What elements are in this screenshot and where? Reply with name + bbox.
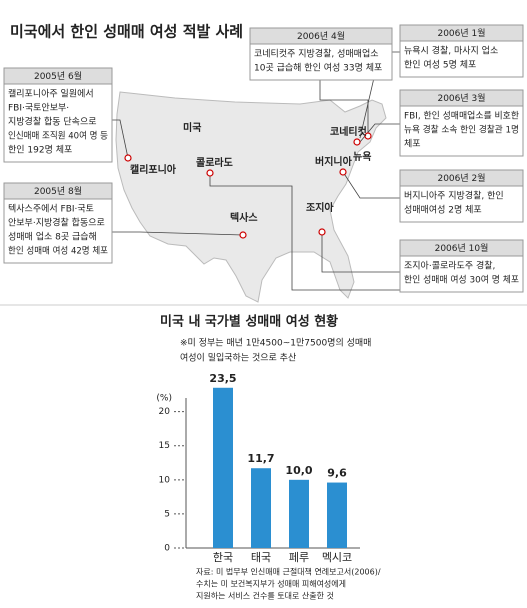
chart-title: 미국 내 국가별 성매매 여성 현황 [160, 314, 338, 330]
map-label: 콜로라도 [196, 156, 233, 169]
callout-text: 인신매매 조직원 40여 명 등 [8, 130, 108, 142]
callout-text: 성매매 업소 8곳 급습해 [8, 232, 97, 243]
callout-header [3, 182, 113, 200]
us-map [115, 91, 387, 303]
chart-note: ※미 정부는 매년 1만4500~1만7500명의 성매매 [180, 338, 371, 349]
value-label: 23,5 [209, 372, 236, 385]
callout-header [249, 27, 393, 45]
callout-text: 한인 여성 5명 체포 [404, 59, 476, 71]
callout-date: 2005년 6월 [34, 70, 82, 82]
chart-note: 여성이 밀입국하는 것으로 추산 [180, 352, 296, 364]
y-tick-label: 20 [159, 407, 171, 417]
y-tick-label: 0 [164, 544, 170, 554]
callout-text: 버지니아주 지방경찰, 한인 [404, 190, 504, 202]
value-label: 9,6 [327, 467, 347, 480]
callout-date: 2006년 1월 [437, 27, 485, 39]
callout-text: 체포 [404, 139, 421, 150]
map-label: 코네티컷 [330, 125, 367, 138]
value-label: 11,7 [247, 452, 274, 465]
x-tick-label: 페루 [289, 551, 309, 564]
source-note: 지원하는 서비스 건수를 토대로 산출한 것 [196, 591, 334, 601]
callout-text: 코네티컷주 지방경찰, 성매매업소 [254, 48, 379, 60]
source-note: 수치는 미 보건복지부가 성매매 피해여성에게 [196, 579, 346, 589]
map-label: 조지아 [306, 201, 334, 214]
callout-text: 지방경찰 합동 단속으로 [8, 116, 97, 128]
map-label: 캘리포니아 [130, 163, 177, 176]
callout-header [3, 67, 113, 85]
map-label: 버지니아 [315, 155, 353, 168]
map-label: 텍사스 [230, 211, 258, 224]
callout-text: 뉴욕 경찰 소속 한인 경찰관 1명 [404, 124, 519, 136]
x-tick-label: 한국 [213, 551, 233, 564]
callout-text: FBI·국토안보부· [8, 103, 69, 114]
callout-date: 2005년 8월 [34, 185, 82, 197]
callout-text: 한인 성매매 여성 30여 명 체포 [404, 274, 519, 286]
callout-text: 뉴욕시 경찰, 마사지 업소 [404, 45, 498, 57]
map-dots [124, 132, 372, 239]
callout-date: 2006년 10월 [435, 242, 489, 254]
bar [289, 479, 309, 548]
y-axis-label: (%) [156, 394, 172, 404]
y-tick-label: 15 [159, 441, 170, 451]
y-tick-label: 10 [159, 475, 171, 485]
callout-text: 한인 192명 체포 [8, 145, 72, 156]
callout-date: 2006년 2월 [437, 172, 485, 184]
callout-text: 캘리포니아주 일원에서 [8, 88, 94, 100]
callout-text: 안보부·지방경찰 합동으로 [8, 217, 105, 229]
callout-text: 조지아·콜로라도주 경찰, [404, 260, 495, 272]
callout-text: 성매매여성 2명 체포 [404, 204, 482, 216]
bar [327, 482, 347, 548]
callout-text: 10곳 급습해 한인 여성 33명 체포 [254, 62, 382, 74]
map-label: 미국 [183, 121, 201, 134]
callout-text: 텍사스주에서 FBI·국토 [8, 204, 94, 215]
source-note: 자료: 미 법무부 인신매매 근절대책 연례보고서(2006)/ [196, 567, 381, 577]
callout-header [399, 239, 524, 257]
page-title: 미국에서 한인 성매매 여성 적발 사례 [10, 23, 243, 41]
bar [213, 387, 233, 548]
leader-lines [112, 51, 400, 291]
callout-header [399, 169, 524, 187]
y-tick-label: 5 [164, 509, 170, 519]
callout-header [399, 89, 524, 107]
x-tick-label: 태국 [251, 551, 271, 564]
callout-date: 2006년 3월 [437, 92, 485, 104]
map-label: 뉴욕 [353, 151, 371, 163]
callout-text: FBI, 한인 성매매업소를 비호한 [404, 111, 519, 122]
callout-date: 2006년 4월 [297, 30, 345, 42]
value-label: 10,0 [285, 464, 312, 477]
bar [251, 468, 271, 548]
x-tick-label: 멕시코 [322, 551, 352, 564]
callout-header [399, 24, 524, 42]
callout-text: 한인 성매매 여성 42명 체포 [8, 245, 108, 257]
